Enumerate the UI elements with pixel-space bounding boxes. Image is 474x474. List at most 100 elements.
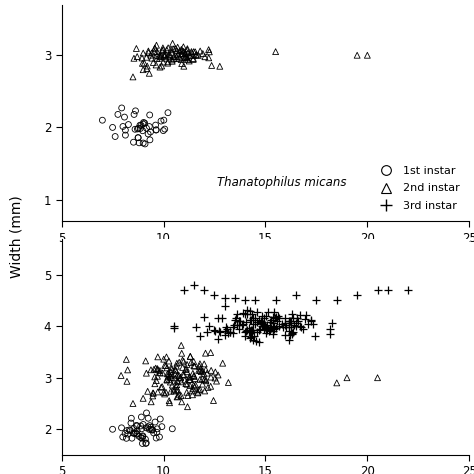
Point — [226, 328, 234, 336]
Point — [262, 325, 270, 332]
Point — [179, 364, 186, 371]
Point — [186, 382, 194, 389]
Point — [180, 357, 187, 365]
Point — [130, 429, 137, 437]
Point — [117, 372, 125, 379]
Point — [310, 320, 317, 328]
Point — [247, 316, 255, 324]
Point — [154, 365, 161, 373]
Point — [175, 358, 183, 366]
Point — [288, 329, 296, 337]
Point — [163, 375, 171, 383]
Point — [166, 378, 174, 386]
Point — [207, 383, 214, 390]
Point — [246, 307, 254, 315]
Point — [164, 370, 171, 378]
Point — [287, 317, 295, 325]
Point — [246, 334, 254, 341]
Point — [182, 380, 190, 387]
Point — [232, 314, 240, 322]
Point — [152, 126, 160, 134]
Point — [224, 328, 231, 336]
Point — [167, 364, 175, 371]
Point — [174, 386, 182, 394]
Point — [164, 59, 172, 67]
Point — [158, 47, 166, 55]
Point — [133, 430, 141, 438]
Point — [189, 370, 197, 377]
Point — [172, 45, 179, 53]
Point — [130, 425, 137, 432]
Point — [152, 121, 159, 129]
Point — [207, 349, 214, 356]
Point — [143, 54, 150, 61]
Point — [199, 380, 206, 388]
Point — [180, 63, 188, 70]
Point — [201, 360, 208, 368]
Point — [156, 55, 164, 62]
Point — [197, 365, 204, 373]
Point — [184, 403, 191, 410]
Point — [186, 51, 193, 59]
Point — [192, 51, 200, 59]
Point — [185, 376, 193, 383]
Point — [135, 134, 142, 142]
Point — [159, 369, 166, 377]
Point — [139, 66, 147, 73]
Point — [153, 428, 161, 436]
Point — [254, 318, 261, 326]
Point — [178, 349, 185, 357]
Point — [123, 435, 130, 442]
Point — [201, 286, 208, 294]
Point — [153, 377, 160, 384]
Point — [258, 322, 266, 330]
Point — [154, 48, 161, 55]
Point — [221, 331, 229, 339]
Point — [137, 434, 145, 441]
Point — [163, 364, 171, 372]
Point — [143, 65, 151, 73]
Point — [173, 55, 181, 63]
Point — [180, 43, 187, 51]
Point — [182, 366, 190, 374]
Point — [173, 53, 180, 60]
Point — [192, 51, 200, 59]
Point — [152, 61, 160, 69]
Point — [145, 49, 152, 56]
Point — [196, 366, 204, 374]
Point — [194, 52, 202, 59]
Point — [182, 50, 190, 57]
Point — [133, 427, 141, 435]
Point — [136, 139, 143, 146]
Point — [211, 374, 219, 382]
Point — [152, 365, 159, 372]
Point — [188, 387, 196, 395]
Point — [147, 426, 155, 433]
Point — [177, 374, 184, 382]
Point — [154, 373, 161, 380]
Point — [269, 330, 276, 337]
Point — [177, 56, 185, 64]
Point — [244, 310, 251, 318]
Point — [221, 327, 229, 335]
Point — [263, 313, 270, 320]
Point — [374, 286, 382, 294]
Point — [305, 319, 312, 327]
Point — [241, 310, 248, 318]
Point — [210, 292, 218, 299]
Point — [229, 329, 237, 337]
Point — [151, 45, 159, 52]
Point — [294, 317, 301, 324]
Point — [219, 359, 227, 367]
Point — [168, 374, 175, 381]
Point — [266, 327, 274, 334]
Point — [241, 297, 249, 304]
Point — [206, 48, 213, 55]
Point — [205, 54, 212, 62]
Point — [164, 373, 172, 381]
Point — [278, 320, 285, 328]
Point — [183, 53, 191, 60]
Point — [127, 427, 134, 434]
Point — [289, 328, 297, 336]
Point — [164, 58, 172, 65]
